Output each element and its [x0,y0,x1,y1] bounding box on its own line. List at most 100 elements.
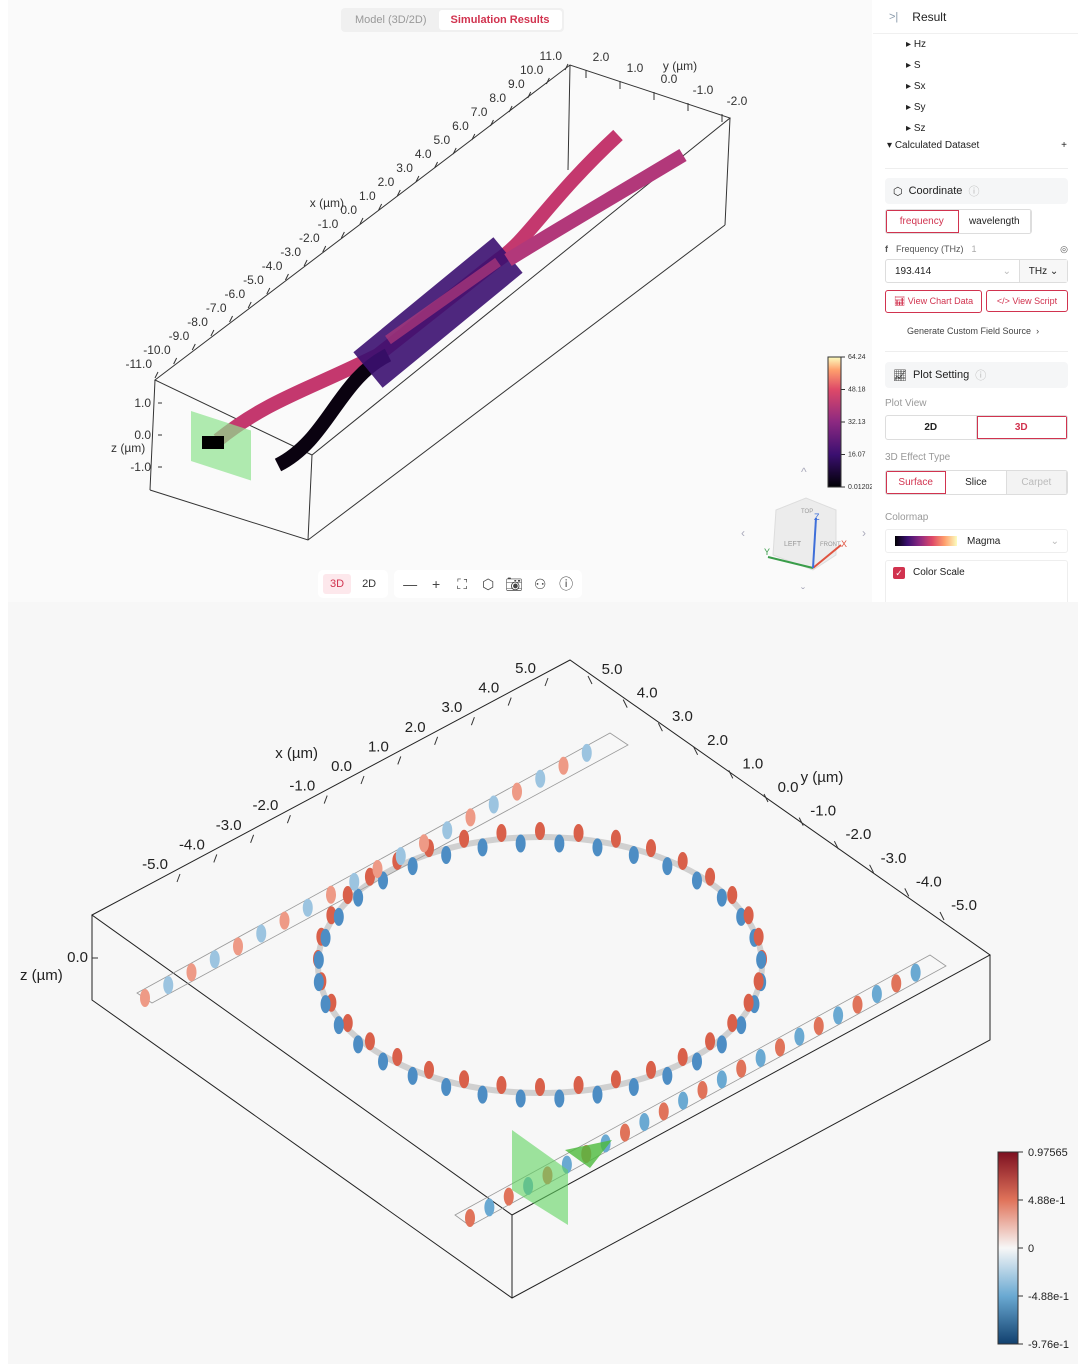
x-tick-label: 0.0 [331,758,352,775]
bus-field-lobe [326,885,336,904]
tree-item-hz[interactable]: ▸ Hz [906,39,927,50]
zoom-in-icon[interactable]: + [432,576,441,592]
custom-field-source-link[interactable]: Generate Custom Field Source › [907,326,1040,336]
add-dataset-button[interactable]: + [1061,140,1067,151]
tab-model[interactable]: Model (3D/2D) [355,14,427,26]
rotate-left-icon[interactable]: ‹ [741,526,745,540]
view-cube[interactable]: ^ ‹ › ˇ LEFT FRONT TOP Y X Z [741,465,866,599]
tree-item-sx[interactable]: ▸ Sx [906,81,926,92]
field-lobe [743,993,754,1012]
field-lobe [662,1066,673,1085]
coord-wavelength[interactable]: wavelength [959,210,1031,233]
field-lobe [353,888,364,907]
bus-field-lobe [163,976,174,995]
tree-item-calculated-dataset[interactable]: ▾ Calculated Dataset [887,140,980,151]
x-tick [303,259,308,267]
field-lobe [535,1078,545,1096]
view-2d-button[interactable]: 2D [362,578,377,590]
x-tick-label: -11.0 [126,357,153,371]
plot-3d-top[interactable]: 11.010.09.08.07.06.05.04.03.02.01.00.0-1… [8,0,872,602]
y-axis-label: y (µm) [801,769,844,786]
source-direction-arrow [565,1140,612,1168]
axis-z-label: Z [814,512,820,522]
y-tick-label: 2.0 [593,50,610,64]
x-tick-label: 0.0 [340,203,357,217]
color-scale-checkbox[interactable]: ✓ [893,567,905,579]
bus-field-lobe [256,924,267,943]
x-tick [154,371,159,379]
cube-left-label: LEFT [784,541,802,548]
field-lobe [610,829,621,848]
rotate-down-icon[interactable]: ˇ [801,585,805,599]
effect-slice[interactable]: Slice [946,471,1007,494]
field-lobe [716,1035,727,1054]
bus-field-lobe [442,821,453,840]
tree-item-sy[interactable]: ▸ Sy [906,102,926,113]
bus-field-lobe [465,808,476,827]
help-icon[interactable]: ⓘ [975,370,987,382]
bus-field-lobe [716,1070,727,1089]
plot-viewer[interactable]: Model (3D/2D) Simulation Results 11.0 10.… [8,0,872,602]
y-tick [798,817,804,826]
plot-toolbar: 3D 2D — + ⛶ ⬡ 📷︎ ⚇ ⓘ [318,570,583,598]
view-chart-data-button[interactable]: 📊︎ View Chart Data [885,290,982,313]
chevron-down-icon: ⌄ [1050,535,1059,547]
field-lobe [342,1014,353,1032]
y-tick [693,746,699,756]
plot-view-3d[interactable]: 3D [976,416,1067,439]
view-script-button[interactable]: </> View Script [986,290,1068,312]
view-3d-button[interactable]: 3D [323,574,352,594]
x-tick [285,273,289,281]
cube-front-label: FRONT [820,542,841,548]
python-icon[interactable]: ⚇ [533,575,547,592]
locate-icon[interactable]: ◎ [1060,244,1068,254]
colorbar-tick-label: 64.24 [848,354,866,361]
rotate-cube-icon[interactable]: ⬡ [482,575,495,592]
colorbar-tick-label: -9.76e-1 [1028,1339,1069,1351]
tree-item-sz[interactable]: ▸ Sz [906,123,926,134]
help-icon[interactable]: ⓘ [968,186,980,198]
x-tick [191,343,196,351]
coord-frequency[interactable]: frequency [886,210,959,233]
field-lobe [662,857,673,876]
x-tick-label: -7.0 [206,301,227,315]
frequency-select[interactable]: 193.414 [895,265,932,277]
field-lobe [628,845,639,864]
colorbar-tick-label: 0.97565 [1028,1147,1068,1159]
freq-label: Frequency (THz) [896,244,964,254]
x-tick [340,231,345,239]
fit-view-icon[interactable]: ⛶ [457,575,468,592]
cube-top-label: TOP [801,509,813,515]
y-tick-label: 0.0 [661,72,678,86]
panel-title: Result [912,9,947,24]
field-lobe [691,871,702,890]
field-lobe [573,823,584,842]
z-axis-label: z (µm) [111,441,145,455]
collapse-panel-icon[interactable]: >| [889,10,899,23]
plot-3d-ring[interactable]: 5.0 4.0 3.0 2.0 1.0 0.0 -1.0 -2.0 -3.0 -4.0 -5.0 x … [8,602,1078,1364]
plot-view-label: Plot View [885,398,927,409]
plot-view-2d[interactable]: 2D [886,416,977,439]
unit-select[interactable]: THz ⌄ [1019,260,1067,282]
x-tick-label: 2.0 [405,719,426,736]
field-lobe [743,906,754,925]
help-icon[interactable]: ⓘ [559,576,574,592]
y-tick [939,911,945,921]
x-tick-label: -10.0 [143,343,171,357]
tab-simulation-results[interactable]: Simulation Results [438,10,562,30]
tree-item-s[interactable]: ▸ S [906,60,921,71]
rotate-up-icon[interactable]: ^ [801,465,807,479]
x-tick-label: -5.0 [142,856,168,873]
source-plane[interactable] [512,1130,568,1225]
zoom-out-icon[interactable]: — [403,576,418,592]
colormap-select[interactable]: Magma ⌄ [885,529,1068,553]
camera-icon[interactable]: 📷︎ [505,575,524,592]
bus-field-lobe [349,872,360,891]
x-tick-label: -1.0 [289,778,315,795]
y-tick-label: 1.0 [742,755,763,772]
rotate-right-icon[interactable]: › [862,526,866,540]
bus-waveguide-lower [454,954,947,1227]
y-tick-label: -1.0 [693,83,714,97]
field-lobe [691,1052,702,1071]
effect-surface[interactable]: Surface [886,471,947,494]
